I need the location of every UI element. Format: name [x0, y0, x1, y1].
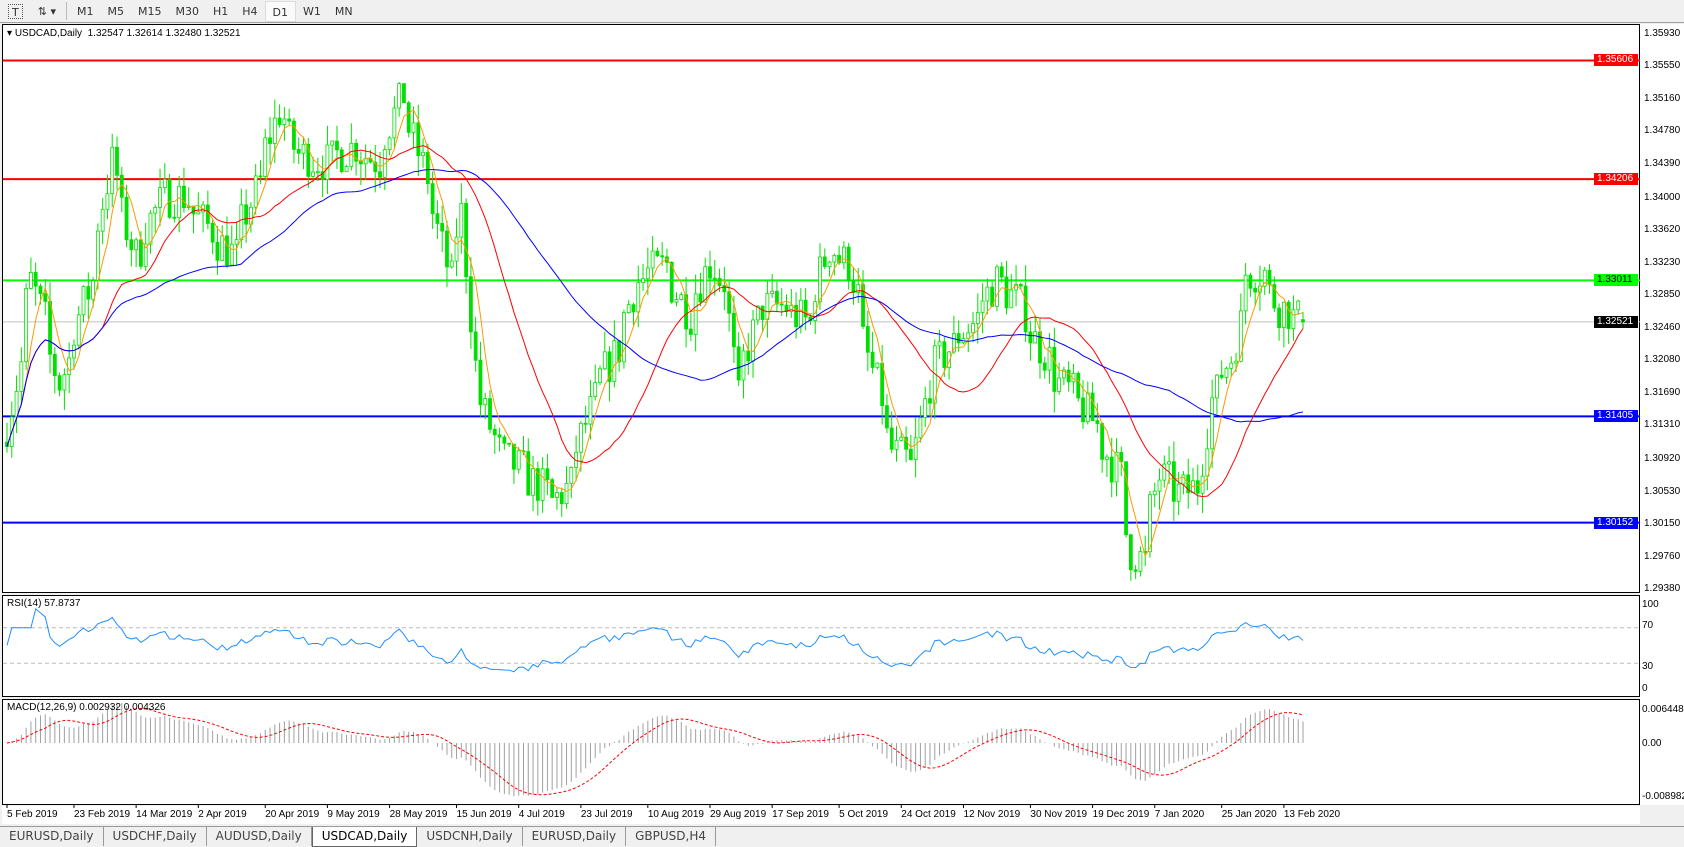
indicator-axis-label: 0	[1642, 683, 1648, 694]
date-axis-label: 14 Mar 2019	[136, 809, 193, 820]
price-axis-label: 1.34390	[1644, 158, 1681, 170]
rsi-label: RSI(14) 57.8737	[7, 598, 81, 609]
timeframe-h4[interactable]: H4	[242, 4, 258, 18]
price-axis-label: 1.35930	[1644, 28, 1681, 39]
level-price-tag: 1.31405	[1594, 410, 1638, 423]
date-axis-label: 30 Nov 2019	[1030, 809, 1088, 820]
level-price-tag: 1.35606	[1594, 54, 1638, 67]
timeframe-mn[interactable]: MN	[334, 4, 353, 18]
chart-info: ▾ USDCAD,Daily 1.32547 1.32614 1.32480 1…	[7, 28, 241, 39]
price-axis-label: 1.35160	[1644, 93, 1681, 105]
price-axis-label: 1.32850	[1644, 288, 1681, 300]
level-price-tag: 1.30152	[1594, 516, 1638, 529]
timeframe-m1[interactable]: M1	[76, 4, 94, 18]
symbol-label: USDCAD,Daily	[14, 28, 83, 39]
date-axis-label: 23 Feb 2019	[73, 809, 131, 820]
date-axis-label: 24 Oct 2019	[901, 809, 956, 820]
date-axis-label: 29 Aug 2019	[709, 809, 767, 820]
price-axis-label: 1.32080	[1644, 354, 1681, 366]
price-axis-label: 1.34780	[1644, 125, 1681, 137]
price-chart-pane[interactable]: ▾ USDCAD,Daily 1.32547 1.32614 1.32480 1…	[2, 24, 1640, 593]
chart-tab[interactable]: USDCNH,Daily	[417, 827, 523, 846]
date-axis-label: 12 Nov 2019	[963, 809, 1021, 820]
chart-tabs: EURUSD,Daily USDCHF,Daily AUDUSD,Daily USDC…	[0, 826, 1684, 847]
text-tool-icon[interactable]: T	[8, 3, 23, 19]
price-axis-label: 1.31690	[1644, 387, 1681, 399]
rsi-pane[interactable]: RSI(14) 57.8737	[2, 595, 1640, 697]
current-price-tag: 1.32521	[1594, 315, 1638, 328]
date-axis-label: 4 Jul 2019	[518, 809, 565, 820]
date-axis[interactable]: 5 Feb 2019 23 Feb 2019 14 Mar 2019 2 Apr 20…	[2, 806, 1640, 824]
price-axis-label: 1.33620	[1644, 223, 1681, 235]
date-axis-label: 15 Jun 2019	[456, 809, 512, 820]
price-axis-label: 1.30530	[1644, 485, 1681, 497]
date-axis-label: 23 Jul 2019	[580, 809, 633, 820]
price-axis-label: 1.30920	[1644, 452, 1681, 464]
indicator-axis-label: 100	[1642, 599, 1659, 610]
price-axis-label: 1.34000	[1644, 191, 1681, 203]
timeframe-d1[interactable]: D1	[264, 0, 297, 22]
indicator-axis-label: -0.008982	[1642, 791, 1684, 802]
timeframe-m15[interactable]: M15	[137, 4, 162, 18]
date-axis-label: 13 Feb 2020	[1283, 809, 1341, 820]
date-axis-label: 5 Oct 2019	[839, 809, 889, 820]
indicator-axis-label: 70	[1642, 620, 1654, 631]
price-axis-label: 1.32460	[1644, 322, 1681, 334]
indicator-axis-label: 30	[1642, 661, 1654, 672]
chart-tab[interactable]: AUDUSD,Daily	[207, 827, 312, 846]
indicator-axis-label: 0.006448	[1642, 704, 1684, 715]
timeframe-w1[interactable]: W1	[303, 4, 321, 18]
macd-label: MACD(12,26,9) 0.002932 0.004326	[7, 702, 166, 713]
date-axis-label: 10 Aug 2019	[647, 809, 704, 820]
date-axis-label: 19 Dec 2019	[1092, 809, 1150, 820]
date-axis-label: 25 Jan 2020	[1221, 809, 1277, 820]
price-axis-label: 1.35550	[1644, 60, 1681, 72]
macd-pane[interactable]: MACD(12,26,9) 0.002932 0.004326	[2, 699, 1640, 805]
timeframe-h1[interactable]: H1	[212, 4, 229, 18]
objects-dropdown-icon[interactable]: ⇅ ▾	[37, 4, 56, 18]
date-axis-label: 20 Apr 2019	[265, 809, 320, 820]
price-axis-label: 1.30150	[1644, 517, 1681, 529]
price-axis-label: 1.33230	[1644, 256, 1681, 268]
date-axis-label: 28 May 2019	[389, 809, 448, 820]
toolbar: T ⇅ ▾ M1 M5 M15 M30 H1 H4 D1 W1 MN	[0, 0, 1684, 23]
price-axis[interactable]: 1.35930 1.35550 1.35160 1.34780 1.34390 1.340…	[1640, 24, 1684, 805]
chart-tab[interactable]: EURUSD,Daily	[523, 827, 627, 846]
price-axis-label: 1.29760	[1644, 550, 1681, 562]
date-axis-label: 5 Feb 2019	[7, 809, 58, 820]
date-axis-label: 17 Sep 2019	[772, 809, 829, 820]
chart-tab[interactable]: EURUSD,Daily	[0, 827, 104, 846]
level-price-tag: 1.34206	[1594, 173, 1638, 186]
price-axis-label: 1.29380	[1644, 583, 1681, 594]
indicator-axis-label: 0.00	[1642, 738, 1662, 749]
ohlc-values: 1.32547 1.32614 1.32480 1.32521	[87, 28, 241, 39]
price-axis-label: 1.31310	[1644, 419, 1681, 431]
chart-tab[interactable]: GBPUSD,H4	[626, 827, 716, 846]
chart-tab[interactable]: USDCAD,Daily	[311, 827, 418, 847]
date-axis-label: 7 Jan 2020	[1154, 809, 1205, 820]
chart-tab[interactable]: USDCHF,Daily	[104, 827, 207, 846]
date-axis-label: 9 May 2019	[327, 809, 380, 820]
toolbar-divider	[65, 2, 67, 20]
timeframe-m30[interactable]: M30	[175, 4, 199, 18]
level-price-tag: 1.33011	[1594, 274, 1638, 287]
date-axis-label: 2 Apr 2019	[198, 809, 247, 820]
timeframe-m5[interactable]: M5	[107, 4, 124, 18]
